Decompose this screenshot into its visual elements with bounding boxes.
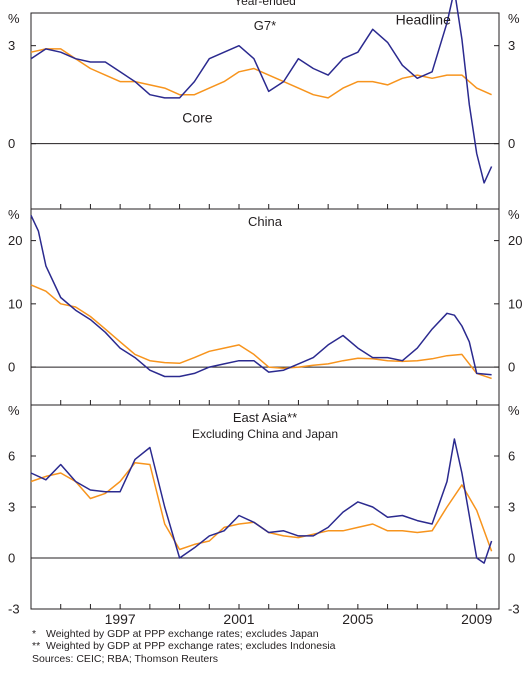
footnote-2-text: Weighted by GDP at PPP exchange rates; e… [46, 640, 336, 653]
unit-label-left: % [8, 403, 20, 418]
y-tick-label-right: 10 [508, 296, 522, 311]
x-tick-label: 2001 [223, 611, 254, 627]
panel-title: China [248, 214, 283, 229]
series-line-headline [30, 438, 493, 564]
series-label-headline: Headline [396, 11, 451, 27]
panel-2 [30, 208, 500, 406]
series-line-headline [30, 214, 492, 378]
unit-label-right: % [508, 11, 520, 26]
unit-label-left: % [8, 207, 20, 222]
footnote-2-mark: ** [32, 640, 41, 653]
y-tick-label-left: 0 [8, 360, 15, 375]
y-tick-label-right: 0 [508, 136, 515, 151]
y-tick-label-right: 0 [508, 360, 515, 375]
series-line-core [30, 284, 492, 380]
unit-label-right: % [508, 207, 520, 222]
y-tick-label-left: 3 [8, 500, 15, 515]
unit-label-left: % [8, 11, 20, 26]
footnotes: * Weighted by GDP at PPP exchange rates; … [32, 628, 336, 665]
series-line-headline [30, 0, 493, 184]
panel-3 [30, 404, 500, 610]
chart-title: Year-ended [234, 0, 296, 8]
footnote-1-text: Weighted by GDP at PPP exchange rates; e… [46, 628, 319, 640]
series-line-core [30, 462, 493, 552]
x-tick-label: 2005 [342, 611, 373, 627]
unit-label-right: % [508, 403, 520, 418]
x-tick-label: 1997 [105, 611, 136, 627]
footnote-1: * Weighted by GDP at PPP exchange rates; … [32, 628, 336, 640]
y-tick-label-right: -3 [508, 602, 520, 617]
panel-title: G7* [254, 18, 276, 33]
y-tick-label-left: -3 [8, 602, 20, 617]
footnote-2: ** Weighted by GDP at PPP exchange rates;… [32, 640, 336, 652]
series-label-core: Core [182, 109, 213, 125]
panel-frame [30, 208, 500, 406]
y-tick-label-right: 20 [508, 233, 522, 248]
y-tick-label-left: 3 [8, 38, 15, 53]
y-tick-label-left: 0 [8, 136, 15, 151]
y-tick-label-left: 20 [8, 233, 22, 248]
panel-frame [30, 12, 500, 210]
y-tick-label-right: 3 [508, 38, 515, 53]
y-tick-label-left: 0 [8, 551, 15, 566]
x-tick-label: 2009 [461, 611, 492, 627]
y-tick-label-right: 6 [508, 449, 515, 464]
y-tick-label-left: 10 [8, 296, 22, 311]
footnote-1-mark: * [32, 628, 37, 640]
sources-note: Sources: CEIC; RBA; Thomson Reuters [32, 652, 218, 665]
y-tick-label-left: 6 [8, 449, 15, 464]
panel-subtitle: Excluding China and Japan [192, 427, 338, 441]
y-tick-label-right: 3 [508, 500, 515, 515]
y-tick-label-right: 0 [508, 551, 515, 566]
panel-title: East Asia** [233, 410, 297, 425]
